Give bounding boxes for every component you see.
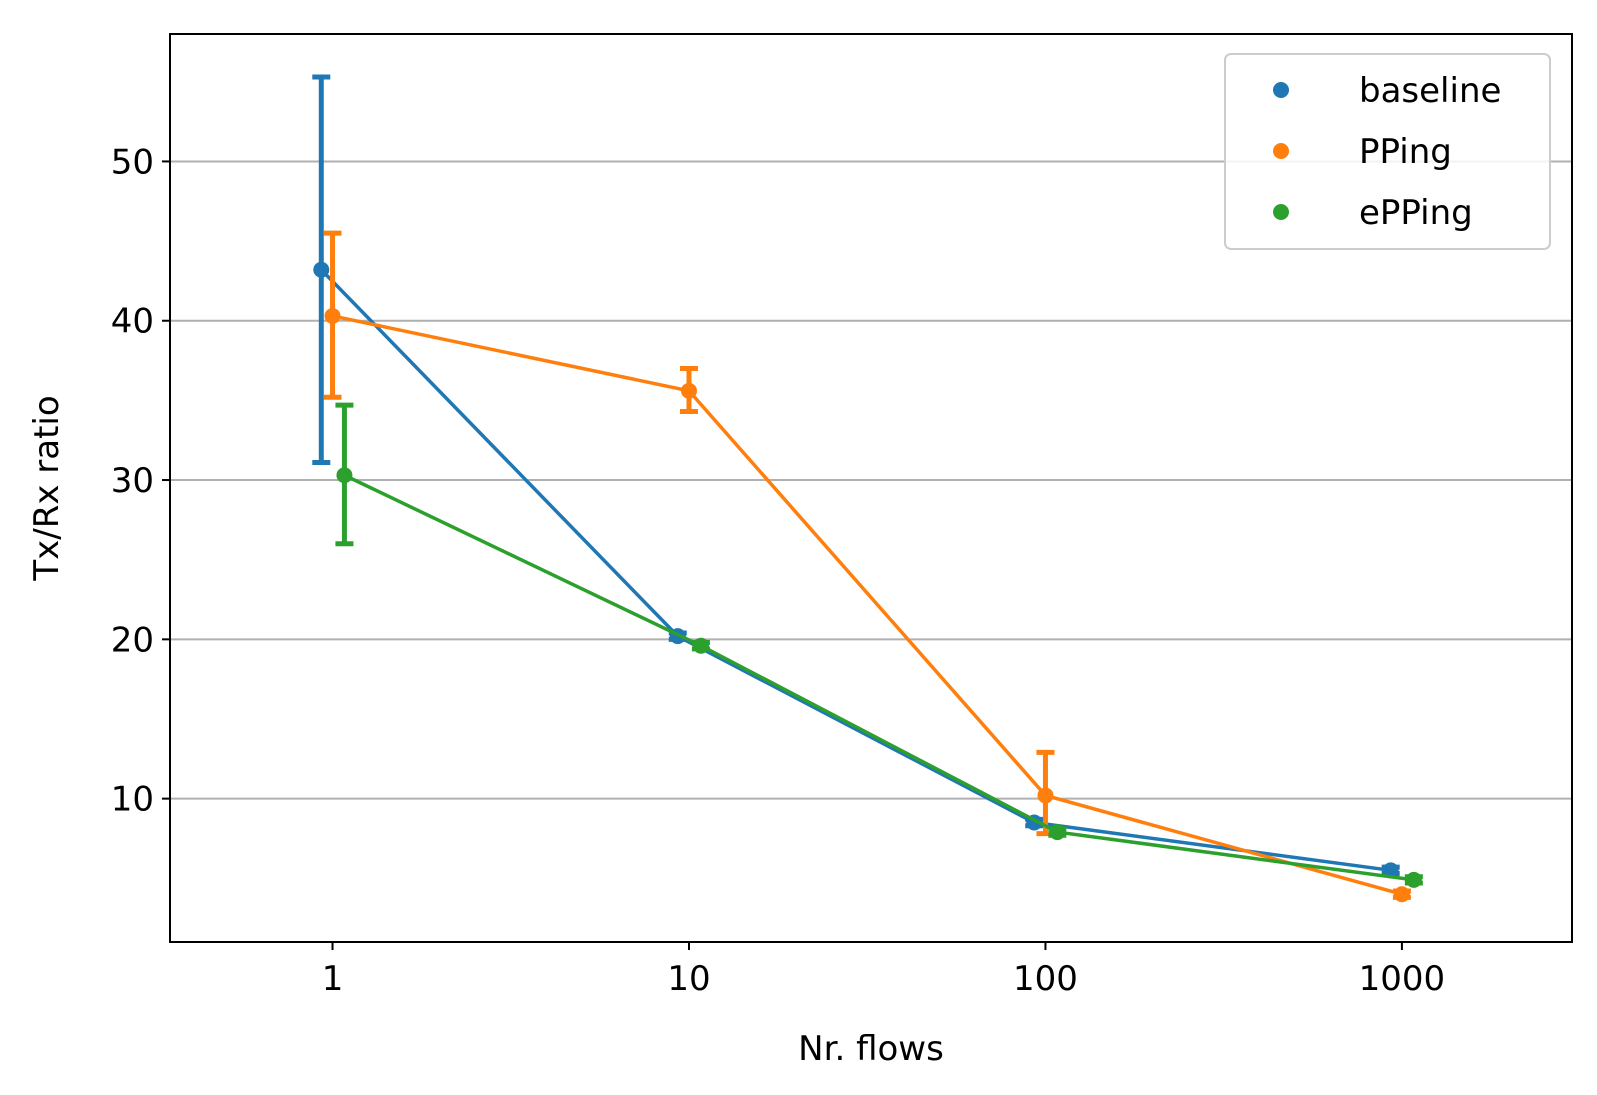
legend-marker-ePPing: [1273, 204, 1289, 220]
y-axis: 10 20 30 40 50: [111, 142, 170, 820]
data-point: [1393, 886, 1410, 903]
data-point: [692, 637, 709, 654]
legend-box: [1224, 53, 1551, 250]
series-PPing: [323, 230, 1411, 903]
y-tick-label: 40: [111, 302, 154, 342]
y-tick-label: 20: [111, 620, 154, 660]
data-point: [1037, 787, 1054, 804]
legend: baseline PPing ePPing: [1224, 53, 1551, 250]
x-tick-label: 10: [667, 959, 710, 999]
series-ePPing: [335, 402, 1423, 888]
series-layer: [312, 74, 1423, 903]
series-line: [332, 314, 1403, 896]
y-tick-label: 10: [111, 780, 154, 820]
data-point: [313, 261, 330, 278]
data-point: [1405, 871, 1422, 888]
y-gridlines: [170, 160, 1572, 800]
legend-marker-PPing: [1273, 143, 1289, 159]
data-point: [1049, 824, 1066, 841]
legend-label-PPing: PPing: [1359, 132, 1452, 172]
x-axis-title: Nr. flows: [798, 1029, 944, 1069]
y-tick-label: 50: [111, 142, 154, 182]
legend-label-baseline: baseline: [1359, 71, 1501, 111]
y-axis-title: Tx/Rx ratio: [27, 395, 67, 581]
series-baseline: [312, 74, 1400, 879]
x-tick-label: 100: [1013, 959, 1078, 999]
legend-marker-baseline: [1273, 82, 1289, 98]
x-tick-label: 1: [322, 959, 344, 999]
x-axis: 1 10 100 1000: [322, 942, 1445, 999]
y-tick-label: 30: [111, 461, 154, 501]
legend-label-ePPing: ePPing: [1359, 193, 1473, 233]
plot-frame: [169, 33, 1573, 943]
data-point: [324, 307, 341, 324]
data-point: [1382, 862, 1399, 879]
series-line: [343, 473, 1415, 882]
x-tick-label: 1000: [1359, 959, 1446, 999]
data-point: [336, 467, 353, 484]
data-point: [680, 382, 697, 399]
series-line: [320, 268, 1391, 873]
